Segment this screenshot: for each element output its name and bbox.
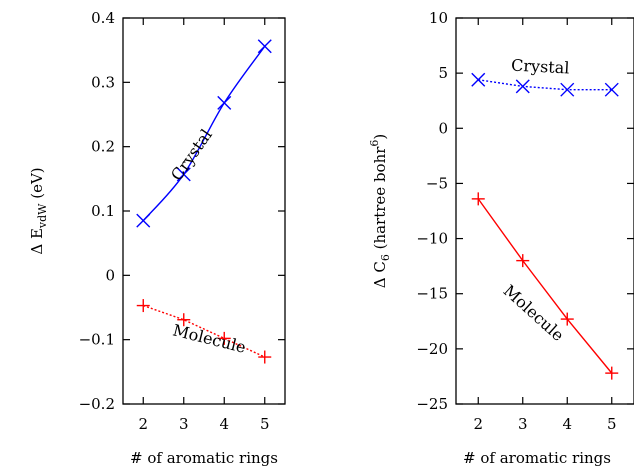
x-tick-label: 5: [260, 415, 270, 433]
data-point-molecule: [177, 313, 191, 327]
y-tick-label: 0: [105, 266, 115, 284]
x-tick-label: 2: [138, 415, 148, 433]
y-tick-label: 0.2: [91, 138, 115, 156]
data-point-molecule: [471, 192, 485, 206]
data-point-crystal: [560, 82, 575, 97]
data-point-molecule: [136, 299, 150, 313]
y-tick-label: 5: [438, 64, 448, 82]
x-tick-label: 4: [219, 415, 229, 433]
annotation-molecule: Molecule: [171, 320, 248, 356]
data-point-molecule: [258, 350, 272, 364]
y-tick-label: −5: [426, 174, 448, 192]
y-tick-label: 0.4: [91, 9, 115, 27]
y-tick-label: 0.3: [91, 73, 115, 91]
data-point-molecule: [217, 331, 231, 345]
series-line-crystal: [142, 45, 266, 222]
data-point-crystal: [217, 95, 232, 110]
data-point-crystal: [515, 79, 530, 94]
series-line-crystal: [478, 79, 612, 91]
x-tick-label: 3: [518, 415, 528, 433]
annotation-molecule: Molecule: [500, 281, 568, 345]
annotation-crystal: Crystal: [511, 55, 570, 77]
x-axis-label: # of aromatic rings: [463, 449, 611, 467]
data-point-molecule: [560, 312, 574, 326]
plot-frame: [455, 17, 634, 405]
y-tick-label: 10: [429, 9, 448, 27]
chart-panel-2: −25 −20 −15 −10 −5 0 5 10 2 3 4 5 # of aromatic ring…: [368, 9, 634, 467]
series-line-molecule: [143, 304, 266, 358]
y-tick-label: 0: [438, 119, 448, 137]
x-tick-label: 5: [607, 415, 617, 433]
x-axis-label: # of aromatic rings: [130, 449, 278, 467]
annotation-crystal: Crystal: [167, 126, 216, 185]
data-point-crystal: [176, 167, 191, 182]
y-tick-label: −0.1: [79, 331, 115, 349]
data-point-crystal: [257, 39, 272, 54]
x-tick-label: 3: [179, 415, 189, 433]
data-point-molecule: [516, 254, 530, 268]
y-axis-label: Δ EvdW (eV): [28, 167, 49, 254]
chart-panel-1: −0.2 −0.1 0 0.1 0.2 0.3 0.4 2 3 4 5 # of aromatic r…: [28, 9, 286, 467]
x-tick-label: 4: [562, 415, 572, 433]
y-tick-label: −25: [416, 395, 448, 413]
data-point-crystal: [136, 213, 151, 228]
y-tick-label: −0.2: [79, 395, 115, 413]
series-line-molecule: [477, 198, 613, 374]
y-tick-label: −20: [416, 340, 448, 358]
y-tick-label: 0.1: [91, 202, 115, 220]
x-tick-label: 2: [473, 415, 483, 433]
data-point-crystal: [471, 72, 486, 87]
data-point-crystal: [604, 82, 619, 97]
y-tick-label: −10: [416, 230, 448, 248]
data-point-molecule: [605, 366, 619, 380]
y-tick-label: −15: [416, 285, 448, 303]
y-axis-label: Δ C6 (hartree bohr6): [368, 134, 392, 289]
